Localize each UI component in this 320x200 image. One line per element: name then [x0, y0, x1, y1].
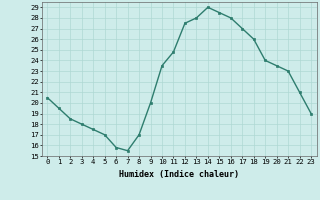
- X-axis label: Humidex (Indice chaleur): Humidex (Indice chaleur): [119, 170, 239, 179]
